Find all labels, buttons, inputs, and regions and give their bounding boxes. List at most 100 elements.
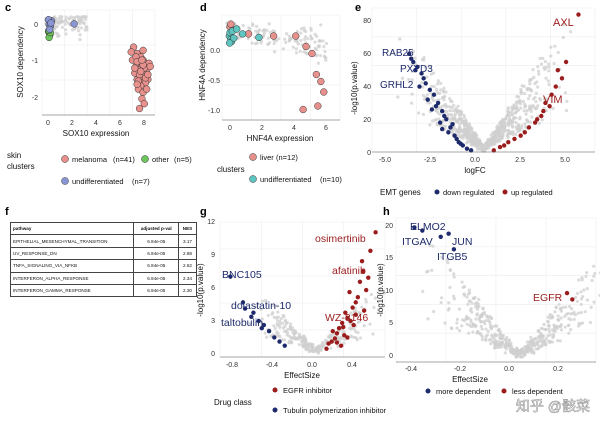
background-point: [496, 134, 500, 138]
background-point: [76, 25, 80, 29]
x-tick: 0.0: [470, 157, 480, 164]
y-tick: 10: [385, 288, 393, 295]
background-point: [491, 135, 495, 139]
y-tick: 0.0: [210, 48, 220, 55]
watermark: 知乎 @骸菜: [516, 398, 590, 414]
background-point: [57, 17, 61, 21]
background-point: [534, 91, 539, 95]
background-point: [548, 340, 552, 345]
y-tick: -0.5: [208, 78, 220, 85]
legend-down-swatch: [434, 189, 440, 195]
background-point: [553, 44, 557, 48]
point-more-dependent: [412, 225, 417, 230]
background-point: [480, 337, 484, 342]
legend-up-label: up regulated: [511, 188, 553, 197]
background-point: [516, 123, 521, 127]
panel-h-x-label: EffectSize: [452, 375, 488, 384]
background-point: [434, 87, 439, 91]
point-egfr-inhibitor: [355, 295, 361, 300]
background-point: [529, 106, 533, 110]
background-point: [515, 354, 519, 358]
legend-less-swatch: [501, 388, 507, 394]
background-point: [457, 113, 462, 117]
background-point: [313, 32, 317, 36]
panel-d-background-points: [225, 21, 329, 65]
background-point: [422, 58, 426, 62]
background-point: [410, 92, 414, 96]
background-point: [534, 100, 538, 104]
background-point: [518, 99, 522, 103]
background-point: [488, 320, 492, 324]
background-point: [520, 123, 524, 128]
background-point: [280, 321, 285, 325]
point-down-regulated: [446, 130, 451, 135]
point-up-regulated: [559, 76, 565, 81]
legend-undifferentiated-count: (n=10): [320, 175, 342, 184]
background-point: [452, 297, 457, 301]
background-point: [317, 344, 321, 348]
background-point: [544, 336, 548, 341]
background-point: [514, 132, 518, 137]
background-point: [518, 117, 522, 121]
legend-less-label: less dependent: [512, 387, 564, 396]
background-point: [265, 335, 269, 339]
panel-d-points: [225, 20, 328, 114]
background-point: [360, 305, 364, 309]
background-point: [276, 310, 280, 314]
background-point: [568, 304, 572, 309]
background-point: [407, 77, 411, 82]
point-undifferentiated: [46, 25, 54, 34]
background-point: [273, 50, 277, 54]
background-point: [450, 113, 454, 117]
background-point: [575, 299, 579, 304]
point-egfr-inhibitor: [339, 320, 345, 326]
background-point: [519, 90, 523, 94]
background-point: [306, 37, 310, 41]
point-egfr-inhibitor: [330, 329, 335, 334]
point-liver: [320, 88, 328, 96]
background-point: [439, 81, 443, 85]
background-point: [294, 47, 298, 51]
background-point: [308, 342, 313, 346]
table-row: TNFA_SIGNALING_VIA_NFKB 6.94e-05 2.62: [9, 259, 197, 273]
point-up-regulated: [547, 103, 552, 109]
background-point: [529, 335, 533, 339]
background-point: [582, 288, 586, 292]
table-cell: 6.94e-05: [133, 271, 180, 285]
point-melanoma: [137, 67, 145, 76]
background-point: [475, 313, 479, 317]
point-down-regulated: [411, 59, 416, 65]
point-melanoma: [127, 48, 135, 56]
background-point: [369, 292, 373, 297]
background-point: [473, 295, 477, 299]
background-point: [522, 102, 527, 106]
panel-e-label: e: [355, 2, 361, 14]
background-point: [539, 326, 543, 331]
background-point: [474, 144, 478, 148]
background-point: [428, 123, 432, 127]
point-egfr-inhibitor: [324, 346, 329, 351]
background-point: [534, 337, 538, 341]
background-point: [322, 45, 326, 49]
gene-label-ITGAV: ITGAV: [402, 236, 433, 248]
point-down-regulated: [423, 81, 428, 86]
background-point: [395, 80, 400, 84]
background-point: [532, 350, 536, 354]
legend-tubulin-swatch: [272, 407, 278, 413]
background-point: [472, 138, 476, 142]
background-point: [246, 37, 250, 41]
background-point: [502, 127, 506, 131]
background-point: [301, 336, 306, 340]
background-point: [323, 49, 327, 54]
background-point: [275, 318, 280, 323]
background-point: [556, 50, 560, 55]
table-cell: 2.62: [178, 259, 197, 273]
x-tick: 6: [118, 120, 122, 127]
point-egfr-inhibitor: [364, 287, 369, 293]
point-egfr-inhibitor: [336, 325, 342, 331]
background-point: [532, 75, 536, 79]
background-point: [281, 313, 285, 317]
point-tubulin-polymerization-inhibitor: [261, 322, 267, 328]
background-point: [260, 317, 264, 321]
background-point: [458, 329, 462, 333]
